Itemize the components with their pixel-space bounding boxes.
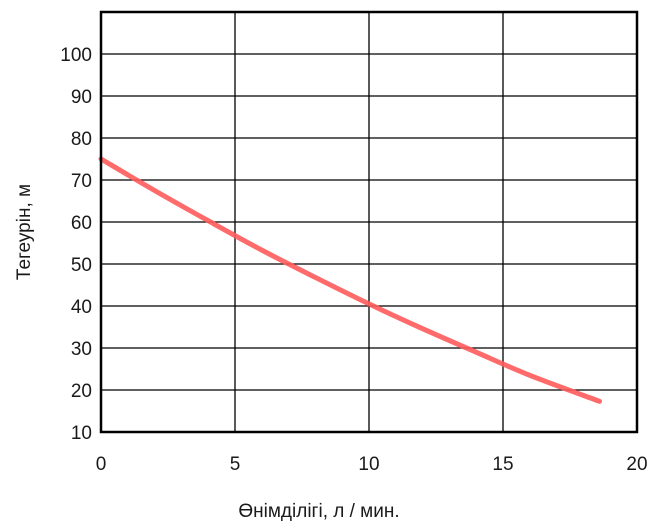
x-tick-label: 0 [96, 454, 107, 475]
y-tick-label: 10 [71, 423, 92, 444]
y-tick-label: 20 [71, 381, 92, 402]
x-tick-label: 20 [626, 454, 647, 475]
tick-labels: 0 5 10 15 20 10 20 30 40 50 60 70 80 90 100 [60, 45, 647, 475]
grid [101, 12, 637, 432]
y-tick-label: 40 [71, 297, 92, 318]
series-layer [98, 156, 602, 404]
y-tick-label: 30 [71, 339, 92, 360]
x-tick-label: 10 [358, 454, 379, 475]
x-axis-title: Өнімділігі, л / мин. [238, 501, 399, 522]
series-line [98, 156, 602, 404]
x-tick-label: 5 [230, 454, 241, 475]
plot-frame [99, 10, 639, 434]
y-tick-label: 70 [71, 171, 92, 192]
y-tick-label: 50 [71, 255, 92, 276]
y-tick-label: 60 [71, 213, 92, 234]
y-axis-title: Тегеурін, м [14, 184, 35, 280]
x-tick-label: 15 [492, 454, 513, 475]
y-tick-label: 80 [71, 129, 92, 150]
y-tick-label: 90 [71, 87, 92, 108]
y-tick-label: 100 [60, 45, 92, 66]
